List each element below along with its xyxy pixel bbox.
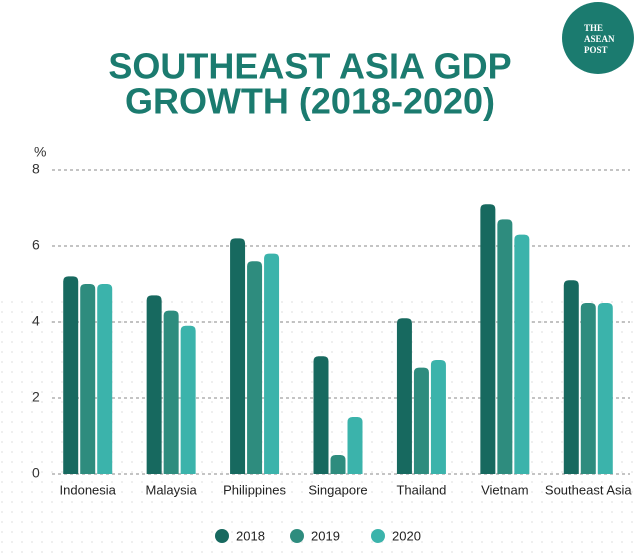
chart-title: SOUTHEAST ASIA GDP [108,46,511,87]
y-tick-label: 0 [32,465,40,481]
legend-marker [371,529,385,543]
bar [430,360,446,474]
bar [80,284,96,474]
logo-text: ASEAN [584,34,615,44]
chart-title: GROWTH (2018-2020) [125,81,495,122]
bar [480,204,496,474]
legend-label: 2020 [392,528,421,543]
bar [580,303,596,474]
x-tick-label: Southeast Asia [545,482,632,497]
legend-label: 2018 [236,528,265,543]
logo-circle [562,2,634,74]
bar [597,303,613,474]
legend-marker [290,529,304,543]
bar [163,310,179,474]
bar [497,219,513,474]
y-axis-label: % [34,144,46,160]
bar [180,325,196,474]
x-tick-label: Thailand [396,482,446,497]
logo: THE ASEAN POST [562,2,634,74]
bar [247,261,263,474]
x-tick-label: Malaysia [145,482,197,497]
y-tick-label: 2 [32,389,40,405]
bar [330,455,346,474]
y-tick-label: 8 [32,161,40,177]
x-tick-label: Philippines [223,482,286,497]
y-tick-label: 6 [32,237,40,253]
bar [230,238,246,474]
bar [97,284,113,474]
bar [563,280,579,474]
legend-marker [215,529,229,543]
bar [313,356,329,474]
bar [63,276,79,474]
bar [347,417,363,474]
logo-text: POST [584,45,608,55]
x-tick-label: Indonesia [60,482,117,497]
x-tick-label: Singapore [308,482,367,497]
bar [264,253,280,474]
bar [146,295,162,474]
logo-text: THE [584,23,603,33]
bar [514,234,530,474]
bar [413,367,429,474]
x-tick-label: Vietnam [481,482,528,497]
legend-label: 2019 [311,528,340,543]
y-tick-label: 4 [32,313,40,329]
bar [396,318,412,474]
